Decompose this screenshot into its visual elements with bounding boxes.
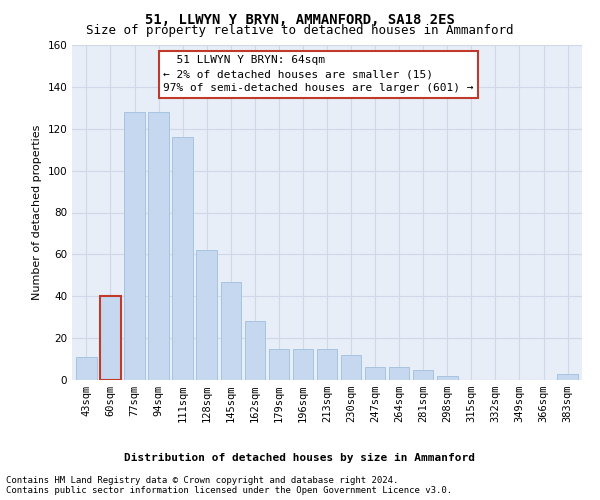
Bar xyxy=(245,322,265,380)
Bar xyxy=(172,137,193,380)
Bar xyxy=(76,357,97,380)
Y-axis label: Number of detached properties: Number of detached properties xyxy=(32,125,42,300)
Text: Contains public sector information licensed under the Open Government Licence v3: Contains public sector information licen… xyxy=(6,486,452,495)
Text: Size of property relative to detached houses in Ammanford: Size of property relative to detached ho… xyxy=(86,24,514,37)
Text: 51 LLWYN Y BRYN: 64sqm
← 2% of detached houses are smaller (15)
97% of semi-deta: 51 LLWYN Y BRYN: 64sqm ← 2% of detached … xyxy=(163,56,474,94)
Bar xyxy=(148,112,169,380)
Bar xyxy=(365,368,385,380)
Bar xyxy=(317,348,337,380)
Bar xyxy=(293,348,313,380)
Bar xyxy=(221,282,241,380)
Text: 51, LLWYN Y BRYN, AMMANFORD, SA18 2ES: 51, LLWYN Y BRYN, AMMANFORD, SA18 2ES xyxy=(145,12,455,26)
Bar xyxy=(100,296,121,380)
Bar xyxy=(196,250,217,380)
Text: Contains HM Land Registry data © Crown copyright and database right 2024.: Contains HM Land Registry data © Crown c… xyxy=(6,476,398,485)
Bar xyxy=(389,368,409,380)
Text: Distribution of detached houses by size in Ammanford: Distribution of detached houses by size … xyxy=(125,452,476,462)
Bar xyxy=(437,376,458,380)
Bar xyxy=(413,370,433,380)
Bar xyxy=(124,112,145,380)
Bar xyxy=(341,355,361,380)
Bar xyxy=(557,374,578,380)
Bar xyxy=(269,348,289,380)
